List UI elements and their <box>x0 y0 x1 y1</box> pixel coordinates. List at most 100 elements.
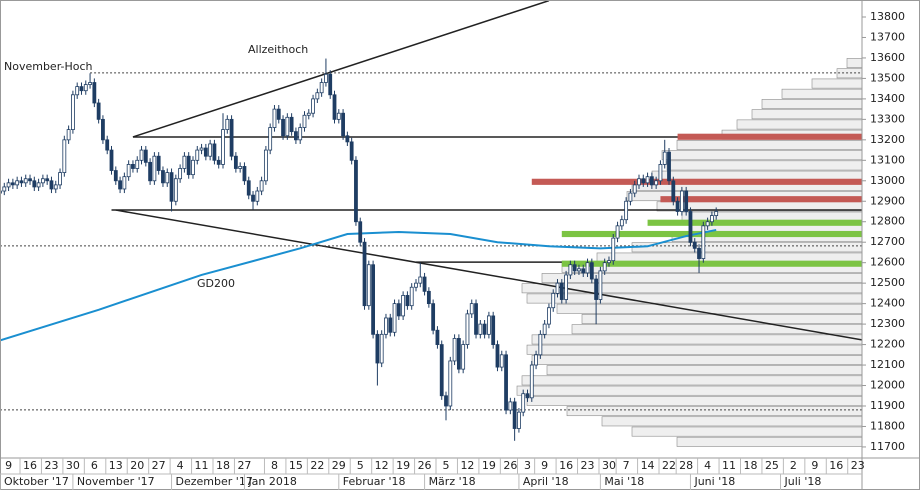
candle-body <box>705 221 710 227</box>
candle-body <box>448 360 453 407</box>
x-tick-label: 4 <box>177 459 184 472</box>
candle-body <box>619 219 624 227</box>
candle-body <box>251 194 255 202</box>
candle-body <box>654 180 659 186</box>
candle-body <box>92 82 97 104</box>
candle-body <box>294 131 298 141</box>
month-label: März '18 <box>429 475 476 488</box>
volume-bar <box>781 88 862 99</box>
candle-body <box>62 139 67 173</box>
x-tick-label: 11 <box>722 459 736 472</box>
candle-body <box>96 102 101 120</box>
candle-body <box>315 92 320 100</box>
volume-bar <box>531 355 862 365</box>
candle-body <box>173 178 178 202</box>
candle-body <box>255 190 260 202</box>
candle-body <box>148 161 152 182</box>
candle-body <box>371 264 376 335</box>
candle-body <box>341 112 345 137</box>
volume-bar <box>581 314 862 324</box>
x-tick-label: 9 <box>811 459 818 472</box>
volume-bar <box>676 436 862 447</box>
candle-body <box>75 86 80 96</box>
candle-body <box>362 241 367 307</box>
candle-body <box>113 170 118 182</box>
volume-bar <box>661 150 862 161</box>
candle-body <box>88 82 92 85</box>
volume-bar <box>846 58 862 68</box>
x-tick-label: 2 <box>790 459 797 472</box>
x-tick-label: 15 <box>289 459 303 472</box>
candle-body <box>105 139 110 151</box>
candle-body <box>572 264 577 272</box>
candle-body <box>439 344 444 397</box>
x-tick-label: 12 <box>375 459 389 472</box>
candle-body <box>504 354 508 411</box>
candle-body <box>358 221 363 243</box>
candle-body <box>577 268 581 272</box>
candle-body <box>409 286 414 307</box>
volume-bar <box>556 303 862 314</box>
candle-body <box>28 178 32 182</box>
candle-body <box>559 282 564 300</box>
candle-body <box>165 172 170 184</box>
y-tick-label: 12600 <box>870 256 905 269</box>
month-label: Juli '18 <box>784 475 822 488</box>
candle-body <box>354 159 358 223</box>
y-tick-label: 13000 <box>870 174 905 187</box>
volume-bar <box>666 160 862 171</box>
candle-body <box>478 323 483 335</box>
candle-body <box>302 114 307 128</box>
x-tick-label: 5 <box>357 459 364 472</box>
x-tick-label: 23 <box>44 459 58 472</box>
x-tick-label: 23 <box>851 459 865 472</box>
candle-body <box>101 118 105 141</box>
x-tick-label: 30 <box>602 459 616 472</box>
x-tick-label: 25 <box>765 459 779 472</box>
y-tick-label: 12000 <box>870 379 905 392</box>
candle-body <box>547 307 551 325</box>
volume-bar <box>531 334 862 345</box>
candle-body <box>109 149 114 171</box>
annotation: November-Hoch <box>4 60 93 73</box>
candle-body <box>203 147 208 157</box>
candle-body <box>517 411 521 429</box>
y-tick-label: 13600 <box>870 51 905 64</box>
candle-body <box>366 264 371 307</box>
candle-body <box>212 143 217 161</box>
x-tick-label: 27 <box>152 459 166 472</box>
candle-body <box>221 129 225 165</box>
x-tick-label: 9 <box>5 459 12 472</box>
candle-body <box>482 323 487 335</box>
candle-body <box>83 84 88 92</box>
candle-body <box>568 264 573 276</box>
candle-body <box>208 143 213 157</box>
candle-body <box>710 215 714 223</box>
candle-body <box>186 155 191 176</box>
volume-bar <box>631 426 862 437</box>
candle-body <box>465 313 470 345</box>
x-tick-label: 6 <box>91 459 98 472</box>
candle-body <box>637 178 641 186</box>
candle-body <box>632 184 637 194</box>
volume-bar <box>811 78 862 89</box>
candle-body <box>551 292 556 309</box>
zone <box>660 196 862 203</box>
candle-body <box>469 303 474 315</box>
candle-body <box>658 164 663 182</box>
candle-body <box>36 182 41 188</box>
month-label: Februar '18 <box>343 475 406 488</box>
candle-body <box>15 180 20 186</box>
candle-body <box>263 149 268 182</box>
candle-body <box>32 180 37 188</box>
candle-body <box>216 159 221 165</box>
candle-body <box>118 180 122 190</box>
candle-body <box>58 172 62 186</box>
y-tick-label: 12100 <box>870 358 905 371</box>
candle-body <box>525 393 530 399</box>
y-tick-label: 12200 <box>870 338 905 351</box>
candle-body <box>195 149 200 161</box>
volume-bar <box>566 406 862 417</box>
candle-body <box>512 401 517 429</box>
y-tick-label: 13800 <box>870 10 905 23</box>
